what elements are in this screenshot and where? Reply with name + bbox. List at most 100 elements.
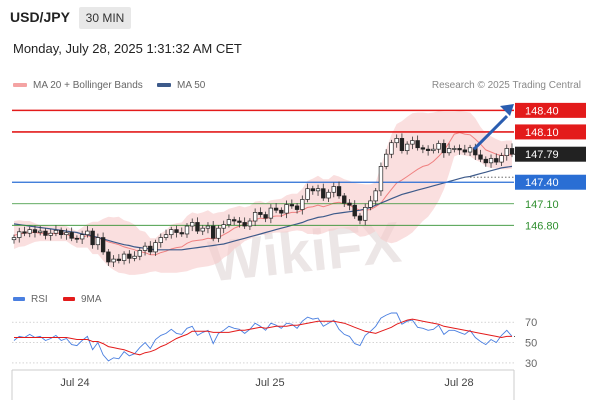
candle-body (226, 219, 232, 225)
candle-body (494, 158, 499, 163)
rsi-tick-label: 50 (525, 338, 537, 350)
rsi-line (13, 312, 513, 362)
candle-body (363, 207, 368, 221)
candle-body (106, 251, 111, 263)
candle-body (315, 188, 321, 192)
candle-body (74, 237, 80, 240)
level-label-148.10-bg (515, 124, 586, 140)
candle-body (478, 154, 483, 160)
candle-body (263, 214, 268, 219)
candle-body (100, 237, 106, 253)
candle-body (153, 242, 158, 253)
candle-body (247, 220, 253, 227)
candle-body (258, 212, 263, 215)
candle-body (184, 225, 190, 235)
candle-body (273, 207, 279, 211)
legend-ma50-swatch (157, 83, 171, 88)
candle-body (284, 204, 289, 214)
candle-body (17, 231, 22, 238)
level-label-147.40-bg (515, 174, 586, 190)
candle-body (190, 222, 195, 227)
last-price-label-bg (515, 146, 586, 162)
candle-body (85, 230, 90, 236)
candle-body (58, 230, 64, 236)
candle-body (342, 195, 347, 204)
candle-body (509, 148, 515, 155)
level-label-148.10: 148.10 (525, 127, 559, 139)
candle-body (132, 255, 137, 259)
candle-body (163, 234, 169, 238)
candle-body (378, 166, 384, 192)
candle-body (394, 138, 399, 144)
candle-body (111, 258, 116, 263)
rsi-tick-label: 70 (525, 317, 537, 329)
candle-body (205, 225, 211, 229)
candle-body (347, 202, 352, 206)
candle-body (158, 237, 163, 243)
candle-body (38, 230, 43, 233)
candle-body (221, 224, 226, 229)
candle-body (404, 143, 410, 151)
candle-body (436, 143, 441, 150)
candle-body (420, 147, 426, 150)
candle-body (336, 186, 342, 197)
candle-body (43, 230, 48, 236)
candle-body (321, 188, 326, 199)
candle-body (11, 237, 17, 241)
rsi-tick-label: 30 (525, 358, 537, 370)
candle-body (452, 148, 457, 150)
candle-body (242, 222, 247, 227)
symbol-title: USD/JPY (10, 9, 70, 25)
bollinger-band (14, 111, 512, 275)
candle-body (310, 188, 315, 192)
legend-9ma-swatch (63, 297, 75, 302)
candle-body (53, 230, 59, 234)
candle-body (64, 232, 69, 236)
candle-body (142, 245, 148, 251)
level-label-146.80: 146.80 (525, 220, 559, 232)
candle-body (441, 143, 447, 154)
x-tick-label: Jul 28 (444, 377, 473, 389)
candle-body (373, 190, 378, 202)
legend-ma50-label: MA 50 (177, 80, 206, 91)
candle-body (137, 250, 142, 257)
last-price-label: 147.79 (525, 149, 559, 161)
candle-body (399, 138, 405, 151)
candle-body (69, 232, 74, 239)
candle-body (237, 220, 242, 223)
candle-body (121, 253, 127, 261)
candle-body (174, 229, 179, 233)
candle-body (462, 149, 468, 153)
candle-body (116, 258, 122, 261)
candle-body (352, 204, 357, 217)
candle-body (331, 186, 336, 193)
level-label-147.10: 147.10 (525, 199, 559, 211)
legend-rsi-label: RSI (31, 294, 48, 305)
candle-body (27, 229, 32, 234)
candle-body (200, 227, 205, 232)
candle-body (300, 199, 305, 210)
candle-body (415, 140, 420, 149)
legend-ma20-label: MA 20 + Bollinger Bands (33, 80, 143, 91)
candle-body (305, 188, 310, 200)
legend-9ma-label: 9MA (81, 294, 102, 305)
legend-ma20-swatch (13, 83, 27, 88)
candle-body (425, 148, 431, 151)
candle-body (231, 219, 237, 222)
candle-body (32, 229, 38, 233)
candle-body (294, 205, 300, 210)
level-label-147.40: 147.40 (525, 177, 559, 189)
x-tick-label: Jul 25 (255, 377, 284, 389)
candle-body (22, 231, 27, 234)
legend-9ma: 9MA (63, 294, 102, 305)
candle-body (169, 229, 174, 236)
timeframe-button[interactable]: 30 MIN (79, 7, 131, 29)
candle-body (279, 209, 284, 214)
candle-body (79, 234, 85, 240)
rsi-9ma-line (14, 318, 512, 356)
legend-rsi: RSI (13, 294, 48, 305)
candle-body (504, 148, 509, 156)
candle-body (289, 204, 295, 207)
candle-body (252, 212, 258, 222)
projection-arrow-head (500, 104, 514, 116)
